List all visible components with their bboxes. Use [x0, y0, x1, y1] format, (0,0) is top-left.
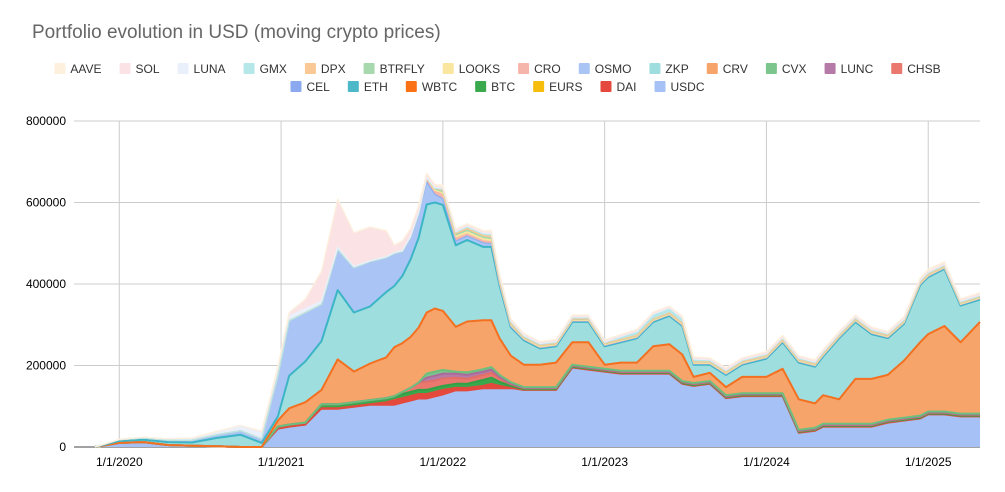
legend-swatch-osmo [578, 63, 590, 74]
legend-label-luna: LUNA [194, 62, 226, 76]
legend-label-cvx: CVX [782, 62, 807, 76]
area-crv [95, 308, 980, 447]
legend-item-aave: AAVE [54, 62, 102, 76]
x-tick-label-1-1-2025: 1/1/2025 [905, 455, 952, 469]
legend-item-zkp: ZKP [649, 62, 689, 76]
y-tick-label-600000: 600000 [26, 196, 66, 210]
legend-swatch-luna [177, 63, 189, 74]
legend-label-eurs: EURS [549, 80, 582, 94]
legend-item-cvx: CVX [765, 62, 807, 76]
legend-label-dai: DAI [616, 80, 636, 94]
legend-label-cro: CRO [534, 62, 561, 76]
legend-item-luna: LUNA [177, 62, 226, 76]
legend-label-dpx: DPX [321, 62, 346, 76]
legend-item-cel: CEL [290, 80, 330, 94]
legend-label-chsb: CHSB [907, 62, 940, 76]
legend-label-crv: CRV [723, 62, 748, 76]
y-tick-label-0: 0 [59, 440, 66, 454]
line-sol [94, 174, 981, 448]
legend-swatch-cro [518, 63, 530, 74]
legend-label-usdc: USDC [671, 80, 705, 94]
legend-item-btc: BTC [475, 80, 515, 94]
legend-swatch-looks [442, 63, 454, 74]
legend-swatch-gmx [243, 63, 255, 74]
chart-title: Portfolio evolution in USD (moving crypt… [32, 22, 441, 43]
legend-label-btrfly: BTRFLY [380, 62, 425, 76]
legend-swatch-cvx [765, 63, 777, 74]
y-tick-label-200000: 200000 [26, 359, 66, 373]
legend-swatch-lunc [824, 63, 836, 74]
y-axis: 0 200000 400000 600000 800000 [26, 114, 66, 454]
legend-item-cro: CRO [518, 62, 561, 76]
legend-item-sol: SOL [119, 62, 160, 76]
legend-label-eth: ETH [364, 80, 388, 94]
legend-swatch-usdc [654, 81, 666, 92]
area-usdc [95, 367, 980, 447]
legend-swatch-chsb [891, 63, 903, 74]
legend-item-osmo: OSMO [578, 62, 632, 76]
x-tick-label-1-1-2021: 1/1/2021 [258, 455, 305, 469]
legend-item-dai: DAI [600, 80, 637, 94]
legend-swatch-wbtc [405, 81, 417, 92]
legend-label-cel: CEL [306, 80, 330, 94]
y-tick-label-400000: 400000 [26, 277, 66, 291]
legend-item-chsb: CHSB [891, 62, 941, 76]
legend: AAVE SOL LUNA GMX DPX BTRFLY LOOKS CRO OSMO ZKP CR… [54, 62, 941, 94]
areas [94, 172, 981, 448]
legend-label-wbtc: WBTC [422, 80, 458, 94]
legend-item-looks: LOOKS [442, 62, 500, 76]
legend-item-dpx: DPX [304, 62, 346, 76]
legend-label-osmo: OSMO [595, 62, 632, 76]
legend-item-wbtc: WBTC [405, 80, 458, 94]
legend-swatch-eth [347, 81, 359, 92]
area-zkp [95, 202, 980, 447]
legend-item-usdc: USDC [654, 80, 705, 94]
legend-item-lunc: LUNC [824, 62, 874, 76]
line-crv [94, 307, 981, 448]
legend-label-lunc: LUNC [841, 62, 874, 76]
legend-label-looks: LOOKS [459, 62, 500, 76]
legend-label-aave: AAVE [70, 62, 101, 76]
legend-swatch-zkp [649, 63, 661, 74]
legend-item-eth: ETH [347, 80, 388, 94]
line-cvx [94, 363, 980, 448]
x-tick-label-1-1-2022: 1/1/2022 [420, 455, 467, 469]
legend-item-eurs: EURS [533, 80, 582, 94]
legend-swatch-crv [706, 63, 718, 74]
x-tick-label-1-1-2024: 1/1/2024 [743, 455, 790, 469]
y-tick-label-800000: 800000 [26, 114, 66, 128]
legend-label-sol: SOL [136, 62, 160, 76]
legend-swatch-dai [600, 81, 612, 92]
x-tick-label-1-1-2023: 1/1/2023 [581, 455, 628, 469]
legend-swatch-cel [290, 81, 302, 92]
legend-swatch-btc [475, 81, 487, 92]
legend-swatch-dpx [304, 63, 316, 74]
legend-label-zkp: ZKP [665, 62, 688, 76]
legend-item-crv: CRV [706, 62, 748, 76]
legend-swatch-aave [54, 63, 66, 74]
line-aave [94, 172, 981, 448]
legend-label-gmx: GMX [260, 62, 287, 76]
legend-item-gmx: GMX [243, 62, 287, 76]
legend-label-btc: BTC [491, 80, 515, 94]
legend-item-btrfly: BTRFLY [363, 62, 425, 76]
x-axis: 1/1/2020 1/1/2021 1/1/2022 1/1/2023 1/1/2024… [96, 455, 952, 469]
x-tick-label-1-1-2020: 1/1/2020 [96, 455, 143, 469]
legend-swatch-sol [119, 63, 131, 74]
legend-swatch-eurs [533, 81, 545, 92]
legend-swatch-btrfly [363, 63, 375, 74]
